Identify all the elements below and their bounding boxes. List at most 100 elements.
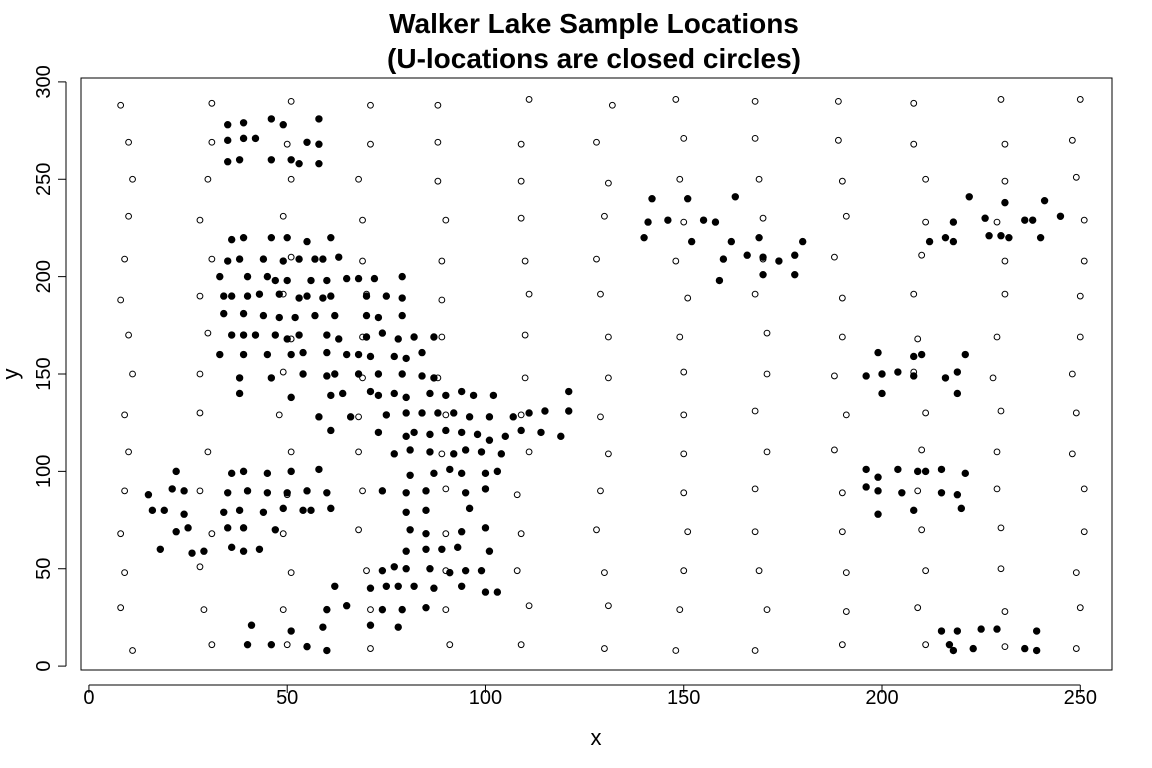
closed-circle-point (743, 251, 751, 259)
closed-circle-point (525, 409, 533, 417)
closed-circle-point (382, 582, 391, 590)
closed-circle-point (481, 588, 490, 596)
closed-circle-point (156, 545, 165, 553)
closed-circle-point (378, 329, 387, 337)
closed-circle-point (917, 350, 926, 359)
closed-circle-point (430, 584, 438, 592)
open-circle-point (831, 372, 838, 380)
closed-circle-point (418, 409, 426, 417)
closed-circle-point (402, 508, 410, 516)
closed-circle-point (287, 156, 295, 164)
y-tick-label: 300 (33, 65, 55, 98)
open-circle-point (676, 606, 684, 614)
open-circle-point (117, 296, 125, 304)
open-circle-point (204, 329, 212, 337)
closed-circle-point (243, 272, 252, 281)
closed-circle-point (949, 218, 958, 226)
closed-circle-point (315, 465, 323, 474)
open-circle-point (287, 253, 295, 261)
closed-circle-point (517, 426, 525, 435)
closed-circle-point (144, 491, 153, 499)
closed-circle-point (1032, 646, 1041, 655)
closed-circle-point (342, 350, 351, 359)
open-circle-point (918, 446, 926, 454)
open-circle-point (121, 411, 129, 419)
open-circle-point (438, 450, 446, 458)
open-circle-point (1068, 370, 1076, 378)
closed-circle-point (874, 487, 882, 495)
open-circle-point (997, 524, 1005, 532)
closed-circle-point (398, 311, 406, 320)
open-circle-point (604, 333, 612, 341)
closed-circle-point (342, 274, 351, 283)
closed-circle-point (382, 411, 391, 419)
open-circle-point (442, 530, 450, 538)
open-circle-point (684, 294, 692, 302)
open-circle-point (367, 606, 374, 614)
open-circle-point (1080, 485, 1088, 493)
closed-circle-point (275, 313, 283, 322)
closed-circle-point (921, 467, 930, 476)
closed-circle-point (243, 640, 252, 649)
open-circle-point (525, 290, 533, 298)
closed-circle-point (239, 233, 248, 242)
closed-circle-point (315, 413, 323, 421)
closed-circle-point (235, 389, 244, 398)
open-circle-point (914, 604, 922, 612)
closed-circle-point (220, 309, 228, 318)
closed-circle-point (382, 292, 391, 300)
open-circle-point (442, 216, 450, 224)
open-circle-point (993, 448, 1001, 456)
closed-circle-point (541, 407, 549, 415)
open-circle-point (1001, 290, 1009, 298)
open-circle-point (279, 606, 287, 614)
open-circle-point (604, 179, 612, 187)
closed-circle-point (426, 565, 434, 573)
closed-circle-point (481, 524, 490, 532)
closed-circle-point (1021, 216, 1029, 224)
open-circle-point (601, 569, 608, 577)
open-circle-point (755, 567, 763, 575)
closed-circle-point (394, 582, 402, 590)
closed-circle-point (267, 374, 276, 382)
closed-circle-point (227, 469, 236, 478)
open-circle-point (1080, 216, 1088, 224)
open-circle-point (200, 606, 208, 614)
closed-circle-point (315, 159, 323, 168)
closed-circle-point (220, 292, 228, 300)
open-circle-point (680, 134, 688, 142)
closed-circle-point (644, 218, 652, 226)
closed-circle-point (172, 528, 180, 536)
closed-circle-point (307, 506, 315, 515)
x-axis: 0 50 100 150 200 250 (83, 684, 1097, 709)
closed-circle-point (997, 232, 1005, 240)
open-circle-point (517, 530, 525, 538)
open-circle-point (525, 448, 533, 456)
open-circle-point (129, 647, 136, 654)
closed-circle-point (985, 232, 993, 240)
closed-circle-point (711, 218, 720, 226)
closed-circle-point (323, 372, 331, 380)
open-circle-point (208, 530, 216, 538)
open-circle-point (672, 96, 680, 103)
open-circle-point (593, 255, 600, 263)
closed-circle-point (791, 270, 799, 279)
closed-circle-point (398, 605, 406, 614)
closed-circle-point (910, 352, 918, 361)
closed-circle-point (323, 489, 331, 497)
closed-circle-point (465, 504, 474, 513)
open-circle-point (208, 255, 216, 263)
closed-circle-point (961, 350, 969, 359)
open-circle-point (834, 97, 842, 105)
closed-circle-point (957, 504, 966, 513)
y-tick-label: 0 (33, 661, 55, 672)
closed-circle-point (394, 623, 402, 631)
closed-circle-point (267, 115, 276, 123)
closed-circle-point (477, 566, 486, 575)
closed-circle-point (430, 469, 438, 478)
open-circle-point (434, 101, 442, 109)
closed-circle-point (461, 489, 470, 497)
open-circle-point (434, 177, 442, 185)
closed-circle-point (398, 370, 406, 378)
